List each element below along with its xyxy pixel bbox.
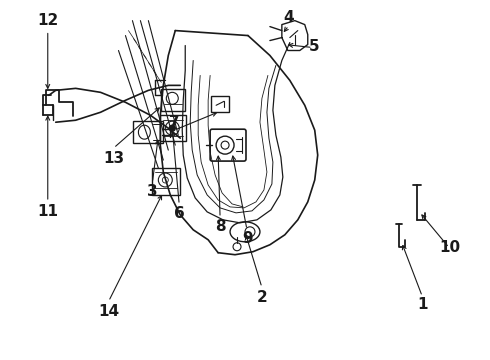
Text: 12: 12 xyxy=(37,13,58,28)
Text: 3: 3 xyxy=(147,184,158,199)
Text: 8: 8 xyxy=(215,219,225,234)
Text: 9: 9 xyxy=(243,231,253,246)
Text: 11: 11 xyxy=(37,204,58,219)
Text: 2: 2 xyxy=(257,290,268,305)
Text: 13: 13 xyxy=(103,150,124,166)
Text: 1: 1 xyxy=(417,297,428,312)
Text: 7: 7 xyxy=(169,115,180,130)
Text: 6: 6 xyxy=(174,206,185,221)
Text: 4: 4 xyxy=(284,10,294,25)
Text: 14: 14 xyxy=(98,304,119,319)
Circle shape xyxy=(169,125,175,131)
Text: 5: 5 xyxy=(308,39,319,54)
Text: 10: 10 xyxy=(440,240,461,255)
